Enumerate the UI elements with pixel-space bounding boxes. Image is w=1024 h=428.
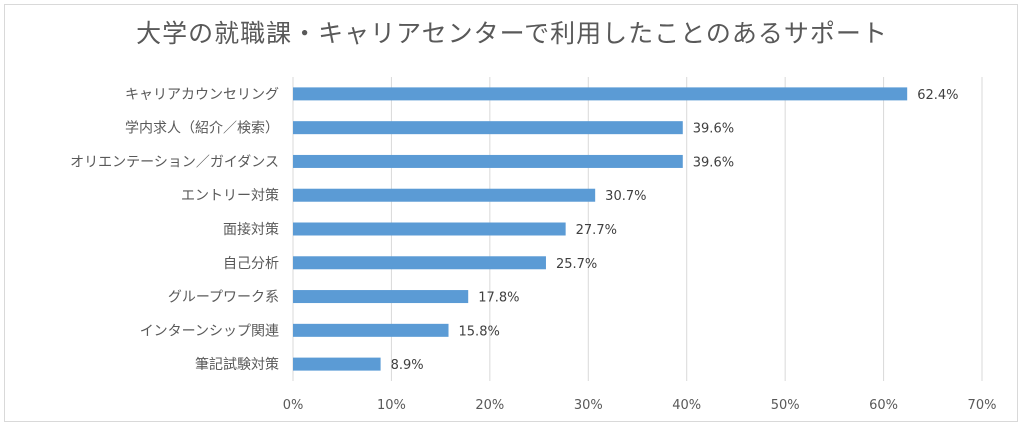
data-label: 25.7%: [556, 257, 597, 272]
data-label: 27.7%: [576, 223, 617, 238]
category-label: オリエンテーション／ガイダンス: [70, 154, 279, 170]
x-tick-label: 10%: [377, 398, 406, 413]
data-label: 8.9%: [391, 358, 424, 373]
data-label: 30.7%: [605, 189, 646, 204]
data-label: 39.6%: [693, 122, 734, 137]
category-label: 面接対策: [223, 221, 279, 238]
x-tick-label: 70%: [968, 398, 997, 413]
category-label: 筆記試験対策: [195, 356, 279, 373]
data-label: 17.8%: [478, 291, 519, 306]
data-label: 15.8%: [459, 324, 500, 339]
x-tick-label: 30%: [574, 398, 603, 413]
x-tick-label: 40%: [672, 398, 701, 413]
x-tick-label: 20%: [475, 398, 504, 413]
category-label: 自己分析: [223, 256, 279, 272]
bar: [293, 357, 381, 371]
bar: [293, 154, 683, 168]
bar: [293, 290, 469, 304]
x-tick-label: 0%: [283, 398, 304, 413]
category-label: エントリー対策: [181, 187, 279, 204]
chart-title: 大学の就職課・キャリアセンターで利用したことのあるサポート: [136, 19, 888, 48]
bar: [293, 222, 566, 236]
category-label: 学内求人（紹介／検索）: [125, 120, 279, 137]
data-label: 39.6%: [693, 155, 734, 170]
category-label: インターンシップ関連: [140, 323, 279, 339]
x-tick-label: 50%: [771, 398, 800, 413]
bar: [293, 323, 449, 337]
bar: [293, 256, 546, 270]
x-tick-label: 60%: [869, 398, 898, 413]
category-label: キャリアカウンセリング: [125, 87, 279, 103]
category-label: グループワーク系: [168, 290, 279, 306]
bar: [293, 87, 908, 101]
chart-frame: [4, 4, 1018, 422]
bar: [293, 188, 596, 202]
data-label: 62.4%: [917, 88, 958, 103]
bar: [293, 121, 683, 135]
